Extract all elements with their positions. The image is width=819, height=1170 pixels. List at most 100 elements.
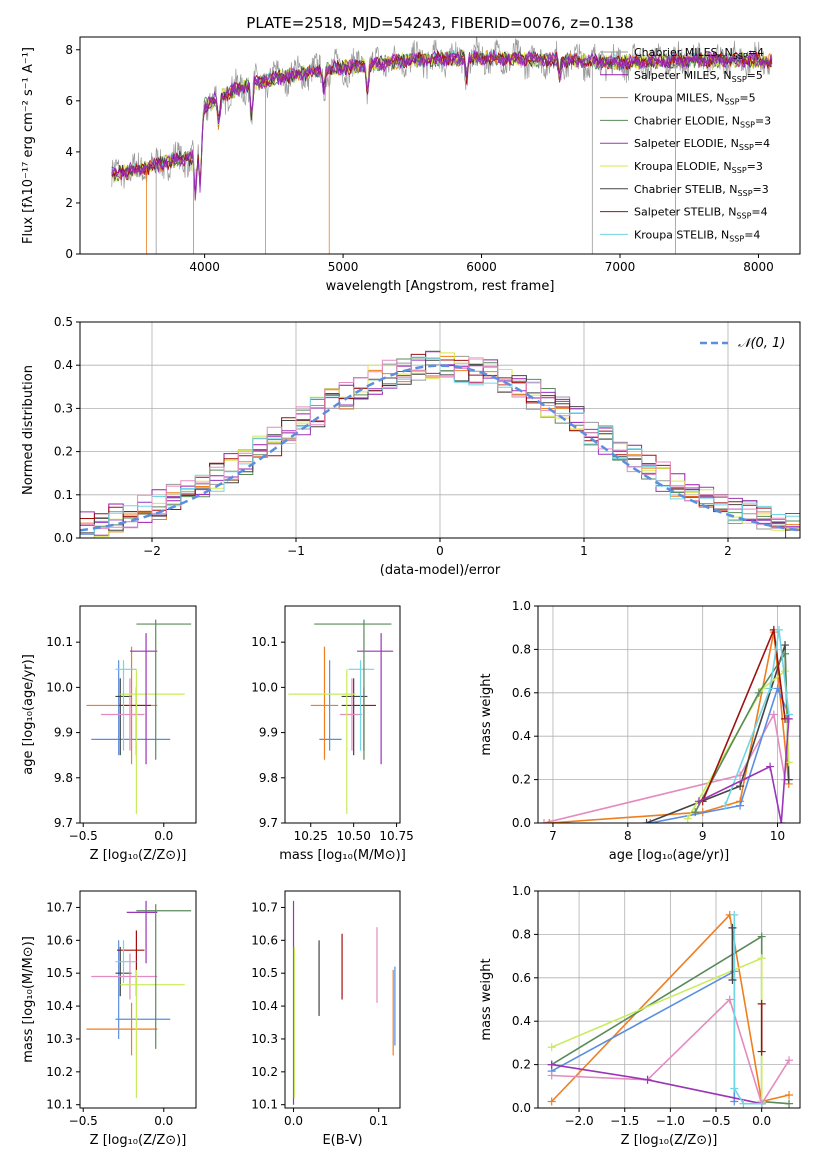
mass_vs_ebv-xtick-label: 0.1 (369, 1114, 388, 1128)
spectrum-series-line (111, 49, 773, 192)
weight-series-line (549, 631, 790, 823)
weight-point-marker (694, 797, 703, 806)
residuals-xlabel: (data-model)/error (380, 563, 501, 578)
spectrum-border (79, 36, 801, 255)
age_vs_Z-xlabel: Z [log₁₀(Z/Z⊙)] (90, 848, 187, 863)
mass_vs_ebv-ytick-label: 10.2 (251, 1065, 278, 1079)
weight_vs_age-border (537, 605, 801, 824)
weight_vs_age-xtick-label: 8 (624, 829, 632, 843)
weight-point-marker (757, 1099, 766, 1108)
weight-point-marker (547, 1071, 556, 1080)
mass_vs_ebv-xlabel: E(B-V) (322, 1133, 362, 1148)
mass_vs_ebv-frame: 0.0 0.1 10.1 10.2 10.3 10.4 10.5 10.6 10.7 E(B-V) (251, 890, 401, 1148)
legend-label: Salpeter STELIB, NSSP=4 (634, 206, 768, 221)
residuals-ylabel: Normed distribution (21, 365, 36, 495)
age_vs_Z-ylabel: age [log₁₀(age/yr)] (21, 654, 36, 775)
weight_vs_age-ytick-label: 0.6 (512, 686, 531, 700)
age_vs_Z-ytick-label: 10.1 (46, 635, 73, 649)
mass_vs_Z-frame: −0.5 0.0 10.1 10.2 10.3 10.4 10.5 10.6 10.7 Z [lo… (21, 890, 197, 1148)
weight_vs_Z-ytick-label: 0.0 (512, 1101, 531, 1115)
panels: 4000 5000 6000 7000 8000 0 2 4 6 8 wavelength [Ang… (21, 36, 801, 1148)
weight_vs_Z-ytick-label: 0.8 (512, 927, 531, 941)
age_vs_Z-ytick-label: 10.0 (46, 680, 73, 694)
weight-point-marker (739, 1099, 748, 1108)
age_vs_mass-xtick-label: 10.50 (336, 829, 370, 843)
spectrum-legend: Chabrier MILES, NSSP=4 Salpeter MILES, NS… (600, 46, 771, 243)
weight-point-marker (730, 1097, 739, 1106)
weight-point-marker (784, 775, 793, 784)
residual-steps (80, 350, 800, 538)
residuals-xtick-label: 0 (436, 544, 444, 558)
weight_vs_age-ytick-label: 0.8 (512, 642, 531, 656)
age_vs_Z-border (79, 605, 197, 824)
mass_vs_ebv-ytick-label: 10.1 (251, 1098, 278, 1112)
legend-label: Kroupa ELODIE, NSSP=3 (634, 160, 763, 175)
residuals-ytick-label: 0.5 (54, 315, 73, 329)
spectrum-series-line (111, 51, 773, 201)
mass_vs_Z-ytick-label: 10.6 (46, 933, 73, 947)
spectrum-lines (111, 37, 773, 254)
mass_vs_Z-ytick-label: 10.3 (46, 1032, 73, 1046)
spectrum-ytick-label: 4 (65, 145, 73, 159)
weight-point-marker (691, 808, 700, 817)
weight-point-marker (547, 1043, 556, 1052)
weight_vs_age-lines (539, 625, 793, 823)
residuals-xtick-label: −1 (287, 544, 305, 558)
spectrum-xlabel: wavelength [Angstrom, rest frame] (326, 279, 555, 294)
residuals-frame: −2 −1 0 1 2 0.0 0.1 0.2 0.3 0.4 0.5 (data-model)/er… (21, 315, 801, 578)
weight-point-marker (642, 819, 651, 823)
weight-point-marker (539, 819, 548, 823)
figure-title: PLATE=2518, MJD=54243, FIBERID=0076, z=0… (246, 14, 633, 32)
spectrum-ylabel: Flux [fλ10⁻¹⁷ erg cm⁻² s⁻¹ A⁻¹] (21, 47, 36, 244)
weight_vs_age-xtick-label: 10 (770, 829, 785, 843)
weight_vs_Z-ytick-label: 0.2 (512, 1058, 531, 1072)
spectrum-xtick-label: 5000 (328, 260, 359, 274)
spectrum-ytick-label: 0 (65, 247, 73, 261)
age_vs_Z-ytick-label: 9.8 (54, 771, 73, 785)
weight-point-marker (730, 1084, 739, 1093)
age_vs_mass-ytick-label: 10.1 (251, 635, 278, 649)
weight-point-marker (736, 782, 745, 791)
weight_vs_Z-xlabel: Z [log₁₀(Z/Z⊙)] (621, 1133, 718, 1148)
spectrum-ytick-label: 6 (65, 94, 73, 108)
mass_vs_Z-errorbars (86, 900, 192, 1099)
weight_vs_Z-frame: −2.0 −1.5 −1.0 −0.5 0.0 0.0 0.2 0.4 0.6 0.8 1.0 Z [… (479, 884, 801, 1148)
weight-series-line (724, 629, 790, 806)
spectrum-ytick-label: 8 (65, 43, 73, 57)
weight-point-marker (757, 954, 766, 963)
weight-point-marker (728, 923, 737, 932)
weight-point-marker (547, 1060, 556, 1069)
spectrum-xtick-label: 8000 (743, 260, 774, 274)
normal-curve (80, 364, 800, 532)
age_vs_Z-ytick-label: 9.7 (54, 816, 73, 830)
mass_vs_Z-xtick-label: −0.5 (69, 1114, 98, 1128)
weight_vs_Z-xtick-label: −2.0 (565, 1114, 594, 1128)
residual-step-series (80, 358, 800, 530)
weight-point-marker (646, 819, 655, 823)
weight_vs_age-ytick-label: 0.2 (512, 773, 531, 787)
weight_vs_age-xtick-label: 7 (549, 829, 557, 843)
weight-series-line (551, 913, 790, 1103)
mass_vs_Z-ytick-label: 10.1 (46, 1098, 73, 1112)
weight-point-marker (728, 975, 737, 984)
residuals-ytick-label: 0.0 (54, 531, 73, 545)
mass_vs_Z-xlabel: Z [log₁₀(Z/Z⊙)] (90, 1133, 187, 1148)
weight-point-marker (785, 1056, 794, 1065)
mass_vs_ebv-border (284, 890, 401, 1109)
mass_vs_Z-ytick-label: 10.2 (46, 1065, 73, 1079)
weight_vs_age-ytick-label: 0.0 (512, 816, 531, 830)
residuals-xtick-label: 2 (724, 544, 732, 558)
weight-point-marker (736, 801, 745, 810)
residuals-ytick-label: 0.4 (54, 358, 73, 372)
age_vs_Z-ytick-label: 9.9 (54, 726, 73, 740)
weight-point-marker (757, 932, 766, 941)
mass_vs_Z-ytick-label: 10.4 (46, 999, 73, 1013)
weight-point-marker (757, 1047, 766, 1056)
mass_vs_Z-ytick-label: 10.7 (46, 900, 73, 914)
spectrum-xtick-label: 6000 (466, 260, 497, 274)
age_vs_mass-errorbars (288, 619, 394, 814)
residuals-ytick-label: 0.2 (54, 445, 73, 459)
weight-series-line (646, 644, 790, 823)
age_vs_mass-xlabel: mass [log₁₀(M/M⊙)] (279, 848, 406, 863)
age_vs_mass-border (284, 605, 401, 824)
